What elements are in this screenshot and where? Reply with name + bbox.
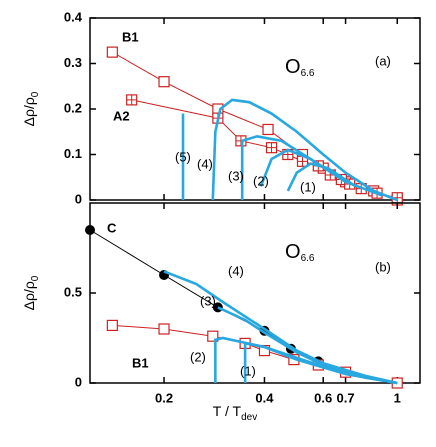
x-axis-label: T / Tdev	[213, 403, 257, 423]
series-line	[243, 341, 398, 385]
series-line	[286, 162, 357, 192]
y-tick-label: 0.2	[64, 100, 82, 115]
point-cross	[297, 156, 308, 167]
y-tick-label: 0	[75, 191, 82, 206]
series-label: A2	[113, 108, 130, 123]
series-label: (4)	[228, 263, 244, 278]
x-tick-label: 0.7	[337, 390, 355, 405]
point	[258, 345, 271, 357]
x-axis-label-sub: dev	[241, 412, 257, 423]
annotation-main: O	[285, 56, 301, 78]
series-label: (4)	[197, 156, 213, 171]
x-tick-label: 0.4	[255, 390, 274, 405]
y-tick-label: 0.5	[64, 284, 82, 299]
annotation-main: O	[285, 241, 301, 263]
series-label: (1)	[300, 179, 316, 194]
point	[262, 123, 274, 136]
series-label: (1)	[240, 363, 256, 378]
point-cross	[266, 142, 277, 153]
annotation-sub: 6.6	[301, 253, 315, 264]
series-label: B1	[122, 29, 139, 44]
series-label: C	[107, 220, 117, 235]
y-tick-label: 0.1	[64, 146, 82, 161]
series-label: (5)	[175, 149, 191, 164]
x-tick-label: 0.2	[155, 390, 173, 405]
point-cross	[126, 94, 137, 105]
point	[106, 319, 118, 331]
point	[85, 225, 95, 235]
y-tick-label: 0	[75, 374, 82, 389]
y-axis-label: Δρ/ρ0	[21, 91, 41, 126]
series-label: (2)	[253, 173, 269, 188]
annotation-sub: 6.6	[301, 68, 315, 79]
annotation: (b)	[375, 259, 391, 274]
series-line	[163, 270, 398, 385]
y-axis-label-sub: 0	[30, 91, 41, 97]
point	[158, 323, 170, 335]
annotation: O6.6	[285, 241, 315, 263]
y-axis-label-main: Δρ/ρ	[21, 97, 37, 126]
series-label: (2)	[190, 349, 206, 364]
series-label: B1	[132, 355, 149, 370]
y-tick-label: 0.4	[64, 9, 83, 24]
x-tick-label: 0.6	[314, 390, 332, 405]
point	[207, 330, 219, 342]
x-axis-label-main: T / T	[213, 403, 242, 419]
y-axis-label-main: Δρ/ρ	[21, 281, 37, 310]
series-label: (3)	[200, 293, 216, 308]
y-axis-label-sub: 0	[30, 275, 41, 281]
annotation: (a)	[375, 53, 391, 68]
point	[106, 46, 118, 58]
series-label: (3)	[228, 168, 244, 183]
y-tick-label: 0.3	[64, 55, 82, 70]
x-tick-label: 1	[394, 390, 401, 405]
point	[158, 76, 170, 88]
y-axis-label: Δρ/ρ0	[21, 275, 41, 310]
series-line	[240, 134, 383, 200]
series-line	[211, 98, 398, 202]
annotation: O6.6	[285, 56, 315, 78]
